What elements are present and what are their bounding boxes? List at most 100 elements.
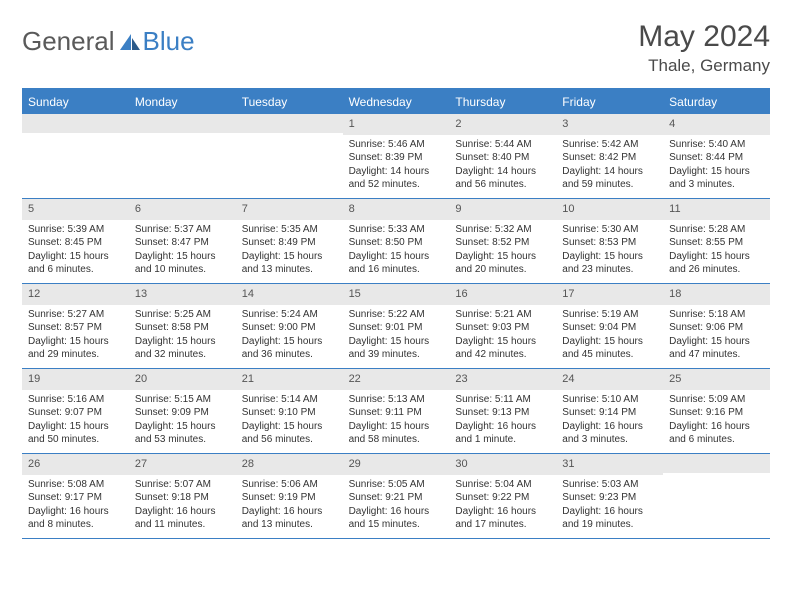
daylight-line: Daylight: 15 hours and 47 minutes. [669, 335, 764, 362]
daylight-line: Daylight: 15 hours and 29 minutes. [28, 335, 123, 362]
sunrise-line: Sunrise: 5:19 AM [562, 308, 657, 322]
sunrise-line: Sunrise: 5:33 AM [349, 223, 444, 237]
sunset-line: Sunset: 8:55 PM [669, 236, 764, 250]
empty-cell [663, 454, 770, 538]
day-body: Sunrise: 5:24 AMSunset: 9:00 PMDaylight:… [236, 305, 343, 366]
sunset-line: Sunset: 9:09 PM [135, 406, 230, 420]
daylight-line: Daylight: 14 hours and 52 minutes. [349, 165, 444, 192]
day-cell: 28Sunrise: 5:06 AMSunset: 9:19 PMDayligh… [236, 454, 343, 538]
daylight-line: Daylight: 15 hours and 58 minutes. [349, 420, 444, 447]
day-cell: 29Sunrise: 5:05 AMSunset: 9:21 PMDayligh… [343, 454, 450, 538]
day-cell: 14Sunrise: 5:24 AMSunset: 9:00 PMDayligh… [236, 284, 343, 368]
day-body: Sunrise: 5:16 AMSunset: 9:07 PMDaylight:… [22, 390, 129, 451]
day-cell: 17Sunrise: 5:19 AMSunset: 9:04 PMDayligh… [556, 284, 663, 368]
sunset-line: Sunset: 9:11 PM [349, 406, 444, 420]
day-number: 3 [556, 114, 663, 135]
day-cell: 3Sunrise: 5:42 AMSunset: 8:42 PMDaylight… [556, 114, 663, 198]
sunrise-line: Sunrise: 5:46 AM [349, 138, 444, 152]
sunrise-line: Sunrise: 5:11 AM [455, 393, 550, 407]
day-body: Sunrise: 5:06 AMSunset: 9:19 PMDaylight:… [236, 475, 343, 536]
day-body: Sunrise: 5:14 AMSunset: 9:10 PMDaylight:… [236, 390, 343, 451]
day-number: 24 [556, 369, 663, 390]
day-number: 25 [663, 369, 770, 390]
empty-cell [236, 114, 343, 198]
sunrise-line: Sunrise: 5:28 AM [669, 223, 764, 237]
day-number: 10 [556, 199, 663, 220]
day-body: Sunrise: 5:04 AMSunset: 9:22 PMDaylight:… [449, 475, 556, 536]
day-cell: 23Sunrise: 5:11 AMSunset: 9:13 PMDayligh… [449, 369, 556, 453]
sunset-line: Sunset: 8:49 PM [242, 236, 337, 250]
week-row: 26Sunrise: 5:08 AMSunset: 9:17 PMDayligh… [22, 454, 770, 539]
daylight-line: Daylight: 16 hours and 3 minutes. [562, 420, 657, 447]
day-number: 14 [236, 284, 343, 305]
daylight-line: Daylight: 16 hours and 19 minutes. [562, 505, 657, 532]
sunset-line: Sunset: 8:47 PM [135, 236, 230, 250]
day-number: 21 [236, 369, 343, 390]
day-number: 28 [236, 454, 343, 475]
day-cell: 11Sunrise: 5:28 AMSunset: 8:55 PMDayligh… [663, 199, 770, 283]
day-body: Sunrise: 5:10 AMSunset: 9:14 PMDaylight:… [556, 390, 663, 451]
daylight-line: Daylight: 16 hours and 11 minutes. [135, 505, 230, 532]
day-body: Sunrise: 5:22 AMSunset: 9:01 PMDaylight:… [343, 305, 450, 366]
sunrise-line: Sunrise: 5:24 AM [242, 308, 337, 322]
title-block: May 2024 Thale, Germany [638, 20, 770, 76]
day-body: Sunrise: 5:21 AMSunset: 9:03 PMDaylight:… [449, 305, 556, 366]
day-cell: 5Sunrise: 5:39 AMSunset: 8:45 PMDaylight… [22, 199, 129, 283]
day-body: Sunrise: 5:37 AMSunset: 8:47 PMDaylight:… [129, 220, 236, 281]
day-body: Sunrise: 5:42 AMSunset: 8:42 PMDaylight:… [556, 135, 663, 196]
sunrise-line: Sunrise: 5:42 AM [562, 138, 657, 152]
sunrise-line: Sunrise: 5:40 AM [669, 138, 764, 152]
day-number: 18 [663, 284, 770, 305]
day-body: Sunrise: 5:35 AMSunset: 8:49 PMDaylight:… [236, 220, 343, 281]
daylight-line: Daylight: 14 hours and 59 minutes. [562, 165, 657, 192]
week-row: 1Sunrise: 5:46 AMSunset: 8:39 PMDaylight… [22, 114, 770, 199]
day-body: Sunrise: 5:18 AMSunset: 9:06 PMDaylight:… [663, 305, 770, 366]
sunset-line: Sunset: 8:50 PM [349, 236, 444, 250]
location: Thale, Germany [638, 56, 770, 76]
sunrise-line: Sunrise: 5:08 AM [28, 478, 123, 492]
daylight-line: Daylight: 15 hours and 6 minutes. [28, 250, 123, 277]
sunrise-line: Sunrise: 5:39 AM [28, 223, 123, 237]
logo-text-general: General [22, 26, 115, 57]
logo-text-blue: Blue [143, 26, 195, 57]
sunrise-line: Sunrise: 5:37 AM [135, 223, 230, 237]
day-body: Sunrise: 5:27 AMSunset: 8:57 PMDaylight:… [22, 305, 129, 366]
sunrise-line: Sunrise: 5:09 AM [669, 393, 764, 407]
sunset-line: Sunset: 9:03 PM [455, 321, 550, 335]
day-number: 6 [129, 199, 236, 220]
daylight-line: Daylight: 15 hours and 20 minutes. [455, 250, 550, 277]
sunset-line: Sunset: 9:22 PM [455, 491, 550, 505]
day-number: 2 [449, 114, 556, 135]
daylight-line: Daylight: 16 hours and 13 minutes. [242, 505, 337, 532]
day-header-friday: Friday [556, 90, 663, 114]
day-number: 4 [663, 114, 770, 135]
day-cell: 9Sunrise: 5:32 AMSunset: 8:52 PMDaylight… [449, 199, 556, 283]
day-body: Sunrise: 5:07 AMSunset: 9:18 PMDaylight:… [129, 475, 236, 536]
day-number: 16 [449, 284, 556, 305]
daylight-line: Daylight: 16 hours and 17 minutes. [455, 505, 550, 532]
daylight-line: Daylight: 15 hours and 32 minutes. [135, 335, 230, 362]
week-row: 12Sunrise: 5:27 AMSunset: 8:57 PMDayligh… [22, 284, 770, 369]
day-body: Sunrise: 5:15 AMSunset: 9:09 PMDaylight:… [129, 390, 236, 451]
daylight-line: Daylight: 15 hours and 56 minutes. [242, 420, 337, 447]
day-header-tuesday: Tuesday [236, 90, 343, 114]
daylight-line: Daylight: 15 hours and 16 minutes. [349, 250, 444, 277]
sunrise-line: Sunrise: 5:07 AM [135, 478, 230, 492]
day-cell: 25Sunrise: 5:09 AMSunset: 9:16 PMDayligh… [663, 369, 770, 453]
sunrise-line: Sunrise: 5:32 AM [455, 223, 550, 237]
day-body: Sunrise: 5:25 AMSunset: 8:58 PMDaylight:… [129, 305, 236, 366]
day-number [22, 114, 129, 133]
sunrise-line: Sunrise: 5:06 AM [242, 478, 337, 492]
sunset-line: Sunset: 8:39 PM [349, 151, 444, 165]
day-body: Sunrise: 5:13 AMSunset: 9:11 PMDaylight:… [343, 390, 450, 451]
header: General Blue May 2024 Thale, Germany [22, 20, 770, 76]
day-number: 5 [22, 199, 129, 220]
day-cell: 6Sunrise: 5:37 AMSunset: 8:47 PMDaylight… [129, 199, 236, 283]
week-row: 5Sunrise: 5:39 AMSunset: 8:45 PMDaylight… [22, 199, 770, 284]
day-body: Sunrise: 5:05 AMSunset: 9:21 PMDaylight:… [343, 475, 450, 536]
empty-cell [22, 114, 129, 198]
logo: General Blue [22, 20, 195, 57]
sunrise-line: Sunrise: 5:35 AM [242, 223, 337, 237]
day-cell: 18Sunrise: 5:18 AMSunset: 9:06 PMDayligh… [663, 284, 770, 368]
day-number: 11 [663, 199, 770, 220]
